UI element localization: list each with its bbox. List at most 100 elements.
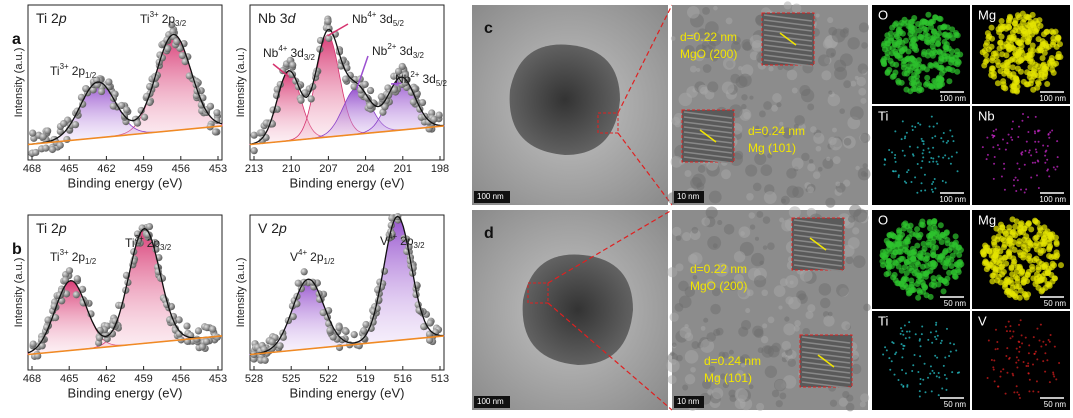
grain [830,52,835,57]
eds-signal [929,365,932,368]
eds-signal [908,277,915,284]
data-point [73,275,81,283]
grain [767,242,775,251]
grain [682,384,689,391]
zoom-line [617,4,673,114]
eds-signal [1049,333,1052,336]
eds-signal [946,269,953,276]
eds-signal [999,370,1002,373]
plot-title: Ti 2p [36,10,67,26]
lattice-fringe [683,146,733,154]
eds-signal [1054,168,1057,171]
grain [670,359,677,365]
x-tick-label: 465 [60,373,78,385]
peak-label: Nb2+ 3d5/2 [395,70,448,88]
grain [807,163,816,172]
grain [670,36,676,41]
eds-signal [1044,343,1047,346]
lattice-fringe [793,249,843,257]
eds-signal [984,30,991,37]
baseline [27,335,223,356]
eds-signal [903,137,906,140]
peak-sub: 1/2 [85,71,97,80]
grain [754,236,760,241]
peak-label: V4+ 2p3/2 [380,232,425,250]
grain [678,92,693,107]
eds-signal [1030,73,1037,80]
grain [715,265,720,270]
eds-signal [897,176,900,179]
eds-signal [932,181,935,184]
eds-signal [1056,165,1059,168]
eds-signal [992,266,999,273]
grain [706,332,716,342]
eds-signal [923,255,930,262]
scale-label: 50 nm [944,400,967,409]
eds-signal [1006,347,1009,350]
eds-signal [933,178,936,181]
eds-signal [940,137,943,140]
grain [792,186,804,198]
eds-signal [1022,291,1029,298]
grain [705,206,718,219]
peak-sub: 1/2 [85,257,97,266]
grain [696,67,701,72]
eds-signal [924,391,927,394]
eds-signal [920,263,927,270]
eds-signal [954,48,961,55]
eds-signal [1030,176,1033,179]
eds-signal [928,18,935,25]
data-point [65,267,74,275]
eds-signal [1032,390,1035,393]
eds-signal [932,61,939,68]
grain [746,289,754,297]
grain [702,6,710,15]
data-point [335,324,343,332]
scale-label: 100 nm [1039,94,1066,103]
lattice-fringe [683,151,733,159]
data-point [361,80,369,88]
eds-signal [921,25,928,32]
eds-signal [884,49,891,56]
grain [707,235,722,250]
grain [843,137,852,146]
eds-signal [935,321,938,324]
grain [773,285,786,297]
data-point [357,86,365,94]
eds-signal [1011,120,1014,123]
grain [697,165,706,173]
eds-signal [896,227,903,234]
eds-signal [930,188,933,191]
eds-signal [901,70,908,77]
data-point [435,111,443,119]
eds-signal [889,60,896,67]
grain [781,219,793,232]
eds-signal [1039,38,1046,45]
grain [794,319,801,327]
grain [695,44,707,56]
grain [853,208,868,223]
grain [675,263,684,272]
eds-signal [922,140,925,143]
data-point [360,327,368,335]
grain [722,382,729,389]
eds-signal [955,349,958,352]
peak-label: V4+ 2p1/2 [290,248,335,266]
eds-signal [923,66,930,73]
grain [713,328,721,337]
eds-signal [1020,36,1027,43]
x-tick-label: 519 [356,373,374,385]
grain [813,132,825,144]
eds-signal [1034,115,1037,118]
grain [801,152,810,162]
eds-signal [901,330,904,333]
eds-signal [1032,28,1039,35]
peak-label: Ti3+ 2p1/2 [50,62,97,80]
eds-signal [908,145,911,148]
eds-signal [917,370,920,373]
data-point [109,102,117,110]
eds-signal [1049,278,1056,285]
peak-charge: 3+ [60,62,69,71]
eds-signal [905,131,908,134]
grain [700,339,715,353]
